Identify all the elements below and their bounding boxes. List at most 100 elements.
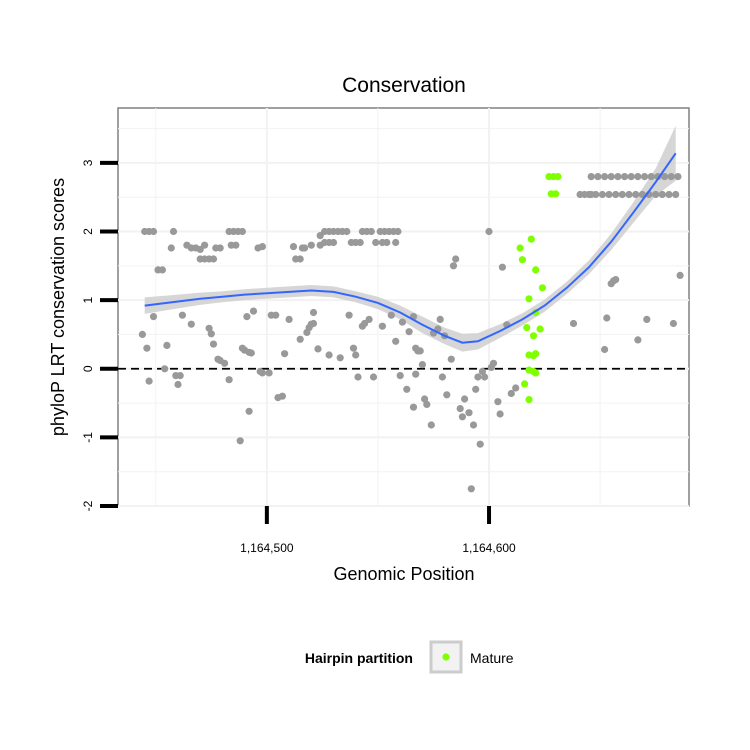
data-point (667, 173, 675, 181)
y-tick-label: -2 (81, 500, 95, 511)
data-point (436, 315, 444, 323)
data-point (485, 227, 493, 236)
data-point (356, 238, 364, 247)
y-tick-label: 0 (81, 365, 95, 372)
data-point (307, 241, 315, 249)
data-point (601, 345, 609, 354)
data-point-mature (532, 369, 540, 377)
data-point (354, 373, 362, 381)
data-point (598, 190, 607, 199)
data-point (674, 173, 682, 181)
y-tick-label: 1 (81, 296, 95, 303)
data-point-mature (536, 325, 544, 333)
data-point-mature (538, 284, 547, 292)
data-point (607, 173, 615, 181)
data-point (447, 355, 455, 363)
data-point (512, 384, 520, 392)
data-point (478, 367, 486, 376)
data-point (149, 227, 158, 236)
legend: Hairpin partition Mature (305, 640, 514, 674)
data-point-mature (554, 173, 562, 181)
data-point (421, 395, 429, 403)
data-point (236, 437, 244, 445)
data-point (349, 344, 358, 352)
data-point (176, 372, 184, 380)
data-point (605, 190, 613, 199)
data-point (658, 190, 666, 199)
data-point (627, 173, 635, 181)
data-point (225, 376, 233, 384)
data-point (458, 413, 466, 421)
data-point (329, 238, 338, 247)
y-tick-label: 3 (81, 159, 95, 166)
data-point-mature (516, 244, 524, 252)
data-point (247, 349, 255, 357)
data-point (498, 263, 506, 271)
data-point (427, 421, 435, 429)
data-point (369, 373, 378, 381)
data-point-mature (523, 324, 531, 332)
y-axis-title: phyloP LRT conservation scores (48, 178, 68, 436)
data-point (474, 373, 482, 381)
data-point (336, 354, 344, 362)
data-point (178, 311, 186, 319)
data-point (456, 405, 464, 413)
data-point (601, 173, 609, 181)
data-point (403, 385, 411, 393)
data-point (632, 190, 640, 199)
data-point (569, 319, 578, 328)
chart-title: Conservation (342, 74, 466, 97)
y-tick-label: 2 (81, 228, 95, 235)
data-point (281, 350, 289, 358)
data-point (643, 315, 651, 323)
data-point (243, 313, 251, 321)
confidence-band (144, 125, 676, 352)
data-point (465, 409, 473, 417)
data-points (138, 173, 684, 493)
data-point (652, 190, 660, 199)
data-point (296, 335, 304, 343)
x-axis-title: Genomic Position (333, 564, 474, 584)
legend-title: Hairpin partition (305, 650, 413, 666)
data-point (367, 227, 375, 236)
data-point (272, 311, 280, 319)
data-point (452, 255, 460, 263)
data-point-mature (532, 266, 540, 274)
data-point (201, 241, 209, 249)
data-point (634, 336, 642, 344)
data-point (209, 255, 218, 263)
data-point (392, 238, 400, 247)
data-point (345, 311, 353, 319)
data-point (149, 313, 158, 321)
data-point (309, 319, 318, 328)
data-point (383, 238, 391, 247)
data-point (143, 344, 151, 352)
data-point (145, 377, 153, 385)
data-point (258, 243, 266, 251)
data-point (587, 173, 595, 181)
data-point (409, 403, 418, 411)
data-point (221, 359, 229, 367)
data-point (494, 398, 502, 406)
data-point (207, 330, 215, 338)
data-point (245, 407, 253, 415)
data-point (343, 227, 351, 236)
data-point (309, 308, 318, 317)
data-point-mature (529, 332, 538, 340)
data-point (618, 190, 626, 199)
data-point (352, 351, 360, 359)
smooth-line (144, 152, 677, 344)
data-point (396, 372, 404, 380)
data-point-mature (518, 256, 527, 264)
data-point (169, 227, 178, 236)
x-axis: 1,164,500 1,164,600 (240, 506, 516, 555)
data-point (265, 369, 273, 377)
data-point (416, 347, 424, 355)
data-point (314, 345, 322, 353)
data-point (634, 173, 642, 181)
legend-key-mature (442, 653, 450, 661)
data-point (258, 369, 266, 377)
data-point (285, 315, 293, 323)
data-point (621, 173, 629, 181)
data-point (378, 322, 386, 330)
